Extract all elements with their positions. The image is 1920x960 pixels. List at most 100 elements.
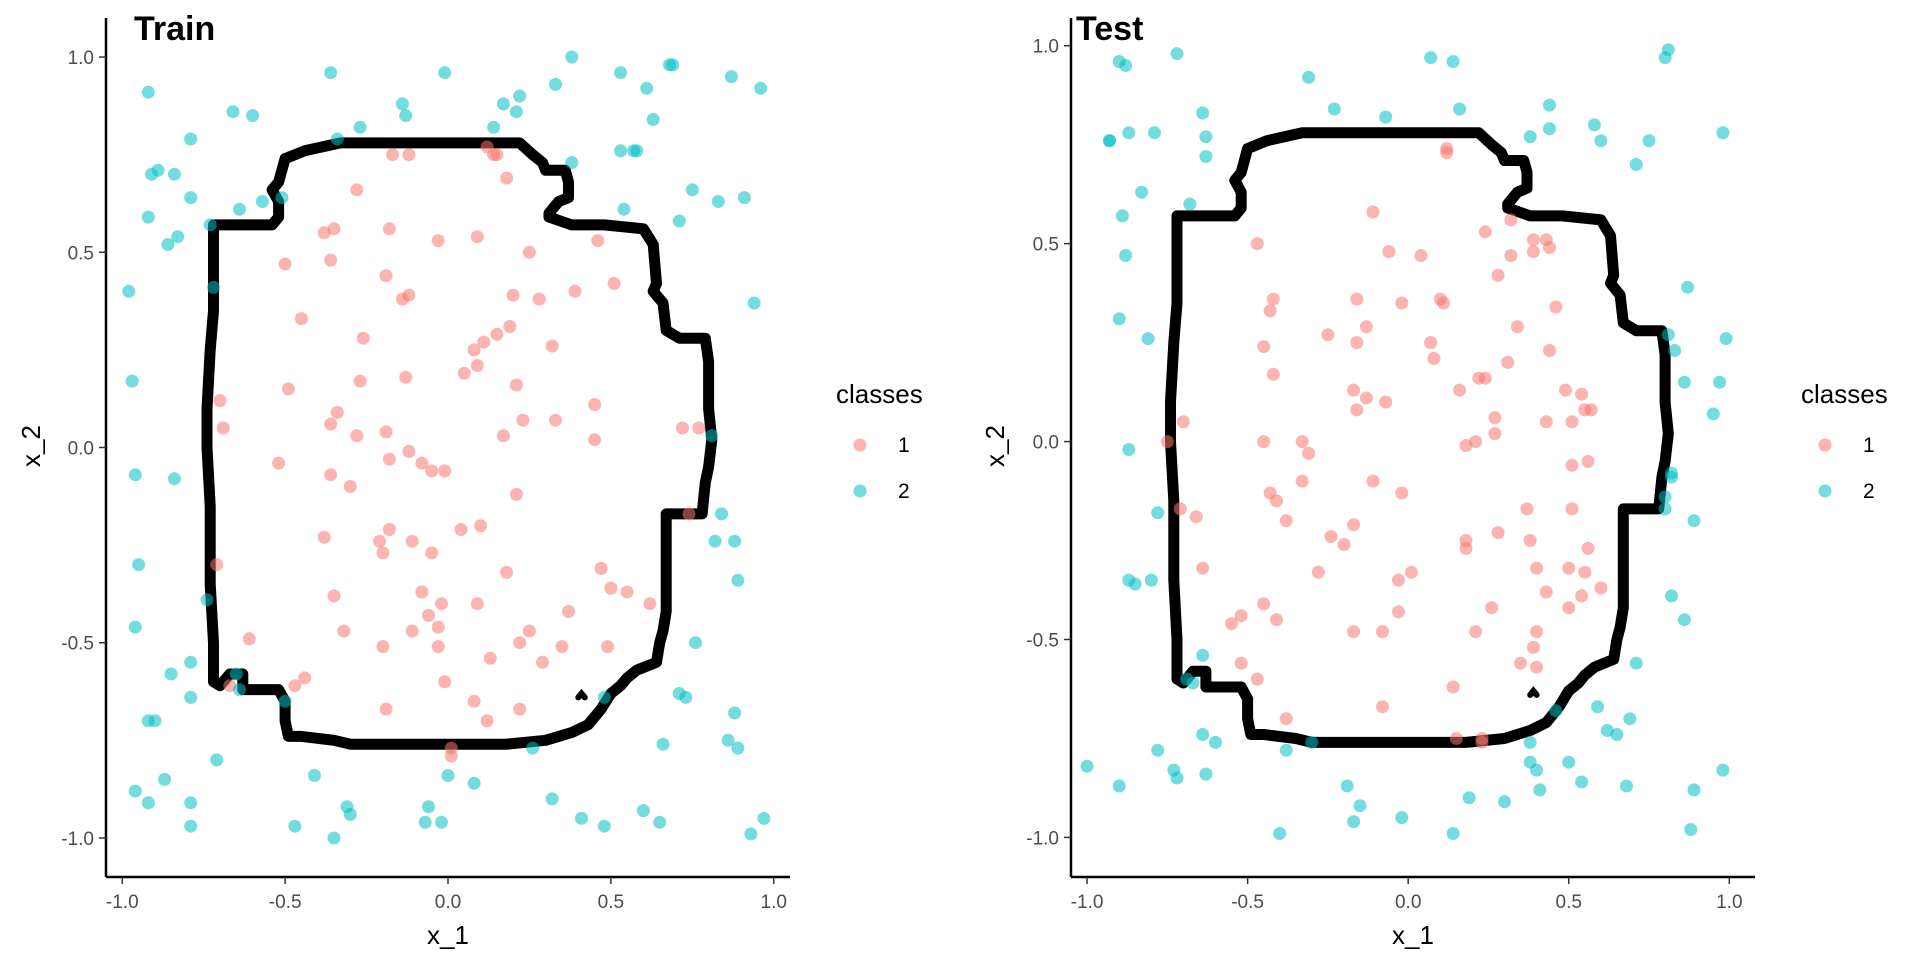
test-point-class-1 (1270, 613, 1283, 627)
test-point-class-1 (1234, 609, 1248, 623)
test-point-class-1 (1395, 296, 1409, 310)
train-point-class-2 (128, 784, 142, 798)
train-y-tick-label: -1.0 (61, 829, 94, 850)
train-legend-label-1: 1 (898, 434, 910, 457)
train-point-class-1 (444, 749, 458, 763)
train-point-class-2 (184, 132, 198, 146)
test-y-tick-label: 0.5 (1033, 235, 1059, 256)
test-x-tick-label: 0.5 (1556, 892, 1582, 913)
test-point-class-2 (1122, 573, 1136, 587)
test-point-class-2 (1543, 98, 1556, 112)
train-point-class-2 (207, 280, 220, 294)
train-point-class-2 (327, 831, 341, 845)
train-point-class-1 (601, 640, 615, 654)
test-point-class-1 (1469, 435, 1483, 449)
test-point-class-1 (1160, 435, 1174, 449)
test-point-class-1 (1526, 640, 1540, 654)
test-point-class-2 (1199, 130, 1213, 144)
train-point-class-1 (607, 277, 621, 290)
train-point-class-2 (210, 753, 224, 767)
train-point-class-1 (506, 288, 520, 302)
train-x-tick-label: 1.0 (761, 892, 787, 913)
test-point-class-1 (1350, 336, 1364, 350)
test-x-axis-title: x_1 (1392, 920, 1434, 950)
train-point-class-1 (382, 452, 396, 466)
test-point-class-2 (1135, 185, 1149, 199)
train-point-class-1 (386, 148, 400, 162)
train-boundary-artifact (575, 688, 588, 701)
test-point-class-2 (1677, 375, 1691, 389)
train-point-class-2 (246, 109, 260, 123)
train-point-class-2 (125, 374, 139, 388)
train-point-class-1 (281, 382, 295, 396)
train-point-class-1 (522, 624, 536, 638)
test-point-class-1 (1491, 526, 1505, 540)
test-point-class-1 (1196, 561, 1210, 575)
train-point-class-1 (324, 253, 338, 267)
train-point-class-2 (132, 558, 146, 572)
train-point-class-1 (415, 585, 429, 599)
train-point-class-2 (685, 183, 699, 197)
train-point-class-2 (575, 811, 588, 825)
train-point-class-1 (588, 398, 602, 411)
train-point-class-1 (470, 597, 484, 611)
train-legend-label-2: 2 (898, 480, 910, 503)
train-point-class-2 (711, 195, 725, 208)
train-point-class-1 (500, 565, 514, 579)
test-point-class-1 (1559, 383, 1572, 397)
train-point-class-1 (509, 487, 523, 501)
train-point-class-2 (728, 706, 742, 720)
test-point-class-2 (1668, 344, 1682, 357)
train-point-class-2 (203, 218, 217, 232)
train-point-class-1 (356, 331, 370, 345)
train-point-class-1 (620, 585, 634, 599)
train-point-class-2 (145, 167, 159, 181)
test-points (1080, 43, 1733, 840)
test-point-class-1 (1581, 454, 1595, 468)
train-point-class-1 (288, 679, 302, 693)
test-point-class-1 (1565, 502, 1579, 516)
test-point-class-1 (1543, 241, 1556, 255)
test-point-class-2 (1279, 743, 1293, 757)
test-point-class-1 (1250, 672, 1264, 686)
train-point-class-1 (682, 507, 696, 521)
train-x-tick-label: 0.0 (435, 892, 461, 913)
test-point-class-1 (1424, 336, 1438, 350)
test-point-class-2 (1305, 735, 1319, 749)
train-point-class-2 (330, 132, 344, 146)
test-point-class-1 (1565, 458, 1579, 472)
test-point-class-1 (1279, 712, 1293, 726)
train-point-class-1 (327, 222, 341, 236)
train-point-class-1 (382, 222, 396, 236)
test-point-class-1 (1225, 617, 1239, 631)
test-point-class-2 (1186, 676, 1200, 690)
test-point-class-2 (1112, 779, 1126, 793)
test-point-class-1 (1539, 585, 1553, 599)
train-point-class-2 (728, 534, 742, 548)
train-legend-key-2 (853, 484, 867, 498)
train-point-class-1 (327, 589, 341, 603)
train-point-class-1 (438, 675, 452, 689)
test-point-class-1 (1440, 146, 1454, 160)
train-point-class-1 (278, 257, 292, 271)
train-point-class-1 (425, 464, 439, 478)
train-point-class-2 (754, 81, 768, 95)
test-point-class-2 (1340, 779, 1354, 793)
test-point-class-1 (1392, 573, 1405, 587)
train-point-class-1 (487, 148, 501, 162)
test-point-class-2 (1629, 158, 1643, 171)
train-point-class-2 (164, 667, 178, 681)
test-point-class-2 (1530, 763, 1544, 777)
test-point-class-2 (1549, 704, 1563, 718)
train-point-class-2 (614, 66, 628, 80)
test-point-class-2 (1594, 134, 1608, 148)
train-point-class-2 (418, 815, 432, 829)
train-point-class-1 (425, 546, 439, 560)
train-point-class-2 (184, 690, 198, 704)
train-y-tick-label: -0.5 (61, 634, 94, 655)
train-point-class-2 (708, 534, 722, 548)
test-point-class-1 (1449, 732, 1463, 745)
test-point-class-2 (1575, 775, 1589, 789)
train-point-class-2 (171, 230, 185, 244)
